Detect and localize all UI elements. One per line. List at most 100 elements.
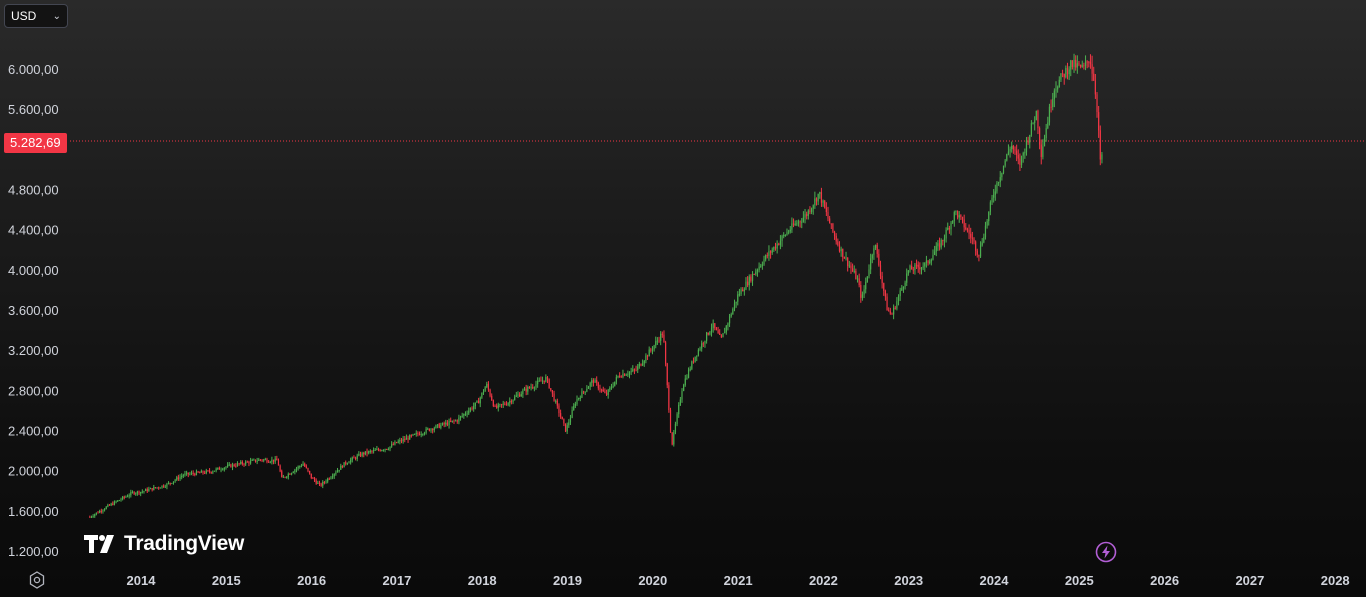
candle-body bbox=[558, 405, 560, 414]
candle-body bbox=[325, 481, 327, 483]
candle-body bbox=[202, 470, 204, 473]
candle-body bbox=[317, 482, 319, 484]
candle-body bbox=[412, 434, 414, 436]
candle-body bbox=[678, 404, 680, 415]
candle-body bbox=[328, 478, 330, 480]
candle-body bbox=[623, 373, 626, 376]
candle-body bbox=[117, 500, 119, 502]
candle-body bbox=[769, 251, 772, 253]
candle-body bbox=[302, 463, 304, 466]
candle-body bbox=[335, 472, 337, 474]
candle-body bbox=[281, 471, 283, 478]
candle-body bbox=[1093, 73, 1095, 81]
candle-body bbox=[277, 460, 280, 466]
candle-body bbox=[238, 463, 240, 465]
lightning-icon[interactable] bbox=[1095, 541, 1117, 563]
candle-body bbox=[171, 483, 173, 485]
candle-body bbox=[304, 463, 306, 467]
candle-body bbox=[1024, 152, 1026, 154]
candle-body bbox=[356, 455, 358, 459]
candle-body bbox=[1027, 140, 1029, 143]
candle-body bbox=[715, 327, 718, 331]
current-price-label: 5.282,69 bbox=[4, 133, 67, 153]
candle-body bbox=[309, 470, 311, 474]
candle-body bbox=[176, 477, 178, 480]
x-tick-label: 2022 bbox=[809, 573, 838, 588]
candle-body bbox=[738, 294, 741, 296]
candle-body bbox=[681, 390, 683, 400]
candle-body bbox=[609, 387, 611, 390]
candle-body bbox=[778, 243, 780, 245]
candle-body bbox=[438, 424, 440, 428]
candle-body bbox=[537, 380, 539, 385]
x-tick-label: 2017 bbox=[382, 573, 411, 588]
candle-body bbox=[817, 193, 819, 202]
candle-body bbox=[432, 428, 434, 431]
candle-body bbox=[865, 281, 867, 290]
candle-body bbox=[914, 264, 916, 271]
candle-body bbox=[797, 221, 800, 224]
candle-body bbox=[366, 451, 368, 454]
candle-body bbox=[645, 355, 647, 361]
candle-body bbox=[958, 215, 960, 218]
candle-body bbox=[520, 394, 522, 397]
y-tick-label: 4.000,00 bbox=[8, 263, 59, 278]
candle-body bbox=[619, 375, 621, 377]
candle-body bbox=[528, 387, 531, 389]
settings-icon[interactable] bbox=[28, 571, 46, 589]
x-tick-label: 2027 bbox=[1235, 573, 1264, 588]
candle-body bbox=[653, 345, 655, 350]
candle-body bbox=[92, 516, 94, 518]
candle-body bbox=[453, 420, 455, 422]
candle-body bbox=[971, 237, 973, 239]
candle-body bbox=[195, 471, 198, 475]
candle-body bbox=[374, 449, 376, 451]
candle-body bbox=[842, 248, 844, 258]
candle-body bbox=[1004, 160, 1006, 166]
candle-body bbox=[131, 491, 134, 493]
candle-body bbox=[774, 246, 777, 249]
candle-body bbox=[901, 288, 903, 291]
candle-body bbox=[855, 270, 857, 280]
candle-body bbox=[510, 400, 512, 403]
candle-body bbox=[459, 416, 462, 418]
candle-body bbox=[897, 296, 900, 302]
candle-body bbox=[427, 428, 429, 430]
candle-body bbox=[243, 463, 245, 465]
candle-body bbox=[443, 423, 445, 425]
candle-body bbox=[320, 483, 322, 486]
candle-body bbox=[235, 465, 237, 467]
candle-body bbox=[159, 487, 161, 489]
candle-body bbox=[883, 283, 885, 291]
candle-body bbox=[646, 355, 649, 357]
candle-body bbox=[128, 495, 130, 497]
candle-body bbox=[458, 417, 460, 422]
candle-body bbox=[522, 390, 524, 395]
candle-body bbox=[341, 465, 344, 468]
candle-body bbox=[491, 395, 493, 401]
x-tick-label: 2021 bbox=[724, 573, 753, 588]
candle-body bbox=[707, 332, 709, 335]
candle-body bbox=[422, 434, 424, 436]
candle-body bbox=[130, 492, 132, 496]
candle-body bbox=[604, 391, 606, 393]
candle-body bbox=[1058, 79, 1060, 88]
candle-body bbox=[673, 432, 675, 445]
candle-body bbox=[351, 457, 353, 460]
y-tick-label: 6.000,00 bbox=[8, 62, 59, 77]
candle-body bbox=[186, 472, 188, 474]
candle-body bbox=[889, 311, 891, 314]
candle-body bbox=[742, 289, 744, 292]
tradingview-logo[interactable]: TradingView bbox=[84, 530, 244, 558]
candle-body bbox=[879, 265, 882, 276]
currency-dropdown[interactable]: USD ⌄ bbox=[4, 4, 68, 28]
candle-body bbox=[113, 501, 116, 505]
candle-body bbox=[968, 229, 970, 234]
candle-body bbox=[806, 214, 808, 216]
candle-body bbox=[1019, 158, 1021, 165]
candle-body bbox=[1050, 106, 1052, 108]
candle-body bbox=[441, 423, 444, 426]
candle-body bbox=[305, 466, 307, 469]
candle-body bbox=[407, 437, 409, 440]
